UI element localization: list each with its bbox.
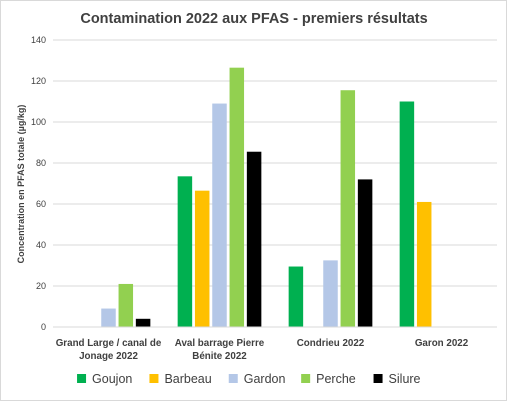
bar-barbeau-2 bbox=[194, 190, 210, 327]
legend-swatch-goujon bbox=[77, 374, 87, 383]
legend-label-barbeau: Barbeau bbox=[164, 372, 211, 386]
x-tick-label: Jonage 2022 bbox=[79, 351, 138, 362]
legend-label-goujon: Goujon bbox=[92, 372, 132, 386]
legend-label-silure: Silure bbox=[389, 372, 421, 386]
bar-perche-3 bbox=[340, 90, 356, 327]
bar-barbeau-4 bbox=[416, 201, 432, 327]
legend-swatch-silure bbox=[373, 374, 383, 383]
x-tick-label: Grand Large / canal de bbox=[56, 338, 162, 349]
legend-swatch-perche bbox=[301, 374, 311, 383]
x-axis-ticks: Grand Large / canal de Jonage 2022 Aval ba… bbox=[56, 338, 469, 362]
y-tick-label: 80 bbox=[36, 158, 46, 168]
bar-silure-3 bbox=[357, 179, 373, 327]
y-axis-label: Concentration en PFAS totale (µg/kg) bbox=[16, 105, 26, 264]
y-tick-label: 40 bbox=[36, 240, 46, 250]
x-tick-label: Aval barrage Pierre bbox=[175, 338, 265, 349]
bar-gardon-1 bbox=[101, 308, 116, 327]
bar-silure-1 bbox=[135, 318, 151, 327]
y-tick-label: 100 bbox=[31, 117, 46, 127]
y-tick-label: 60 bbox=[36, 199, 46, 209]
chart-title: Contamination 2022 aux PFAS - premiers r… bbox=[80, 11, 427, 27]
legend-swatch-barbeau bbox=[149, 374, 159, 383]
y-axis-ticks: 0 20 40 60 80 100 120 140 bbox=[31, 35, 46, 332]
y-tick-label: 140 bbox=[31, 35, 46, 45]
legend-label-gardon: Gardon bbox=[244, 372, 286, 386]
y-tick-label: 0 bbox=[41, 322, 46, 332]
legend-swatch-gardon bbox=[228, 374, 238, 383]
legend-label-perche: Perche bbox=[316, 372, 356, 386]
y-tick-label: 120 bbox=[31, 76, 46, 86]
bar-perche-1 bbox=[118, 283, 134, 327]
bar-goujon-2 bbox=[177, 176, 193, 327]
gridlines bbox=[53, 39, 497, 287]
bar-gardon-3 bbox=[323, 260, 338, 327]
bar-goujon-3 bbox=[288, 266, 304, 327]
bar-goujon-4 bbox=[399, 101, 415, 327]
legend: Goujon Barbeau Gardon Perche Silure bbox=[77, 372, 421, 386]
x-tick-label: Garon 2022 bbox=[415, 338, 469, 349]
y-tick-label: 20 bbox=[36, 281, 46, 291]
bars bbox=[101, 67, 432, 328]
bar-silure-2 bbox=[246, 151, 262, 327]
x-tick-label: Condrieu 2022 bbox=[297, 338, 365, 349]
bar-perche-2 bbox=[229, 67, 245, 328]
x-tick-label: Bénite 2022 bbox=[192, 351, 247, 362]
bar-gardon-2 bbox=[212, 103, 227, 327]
